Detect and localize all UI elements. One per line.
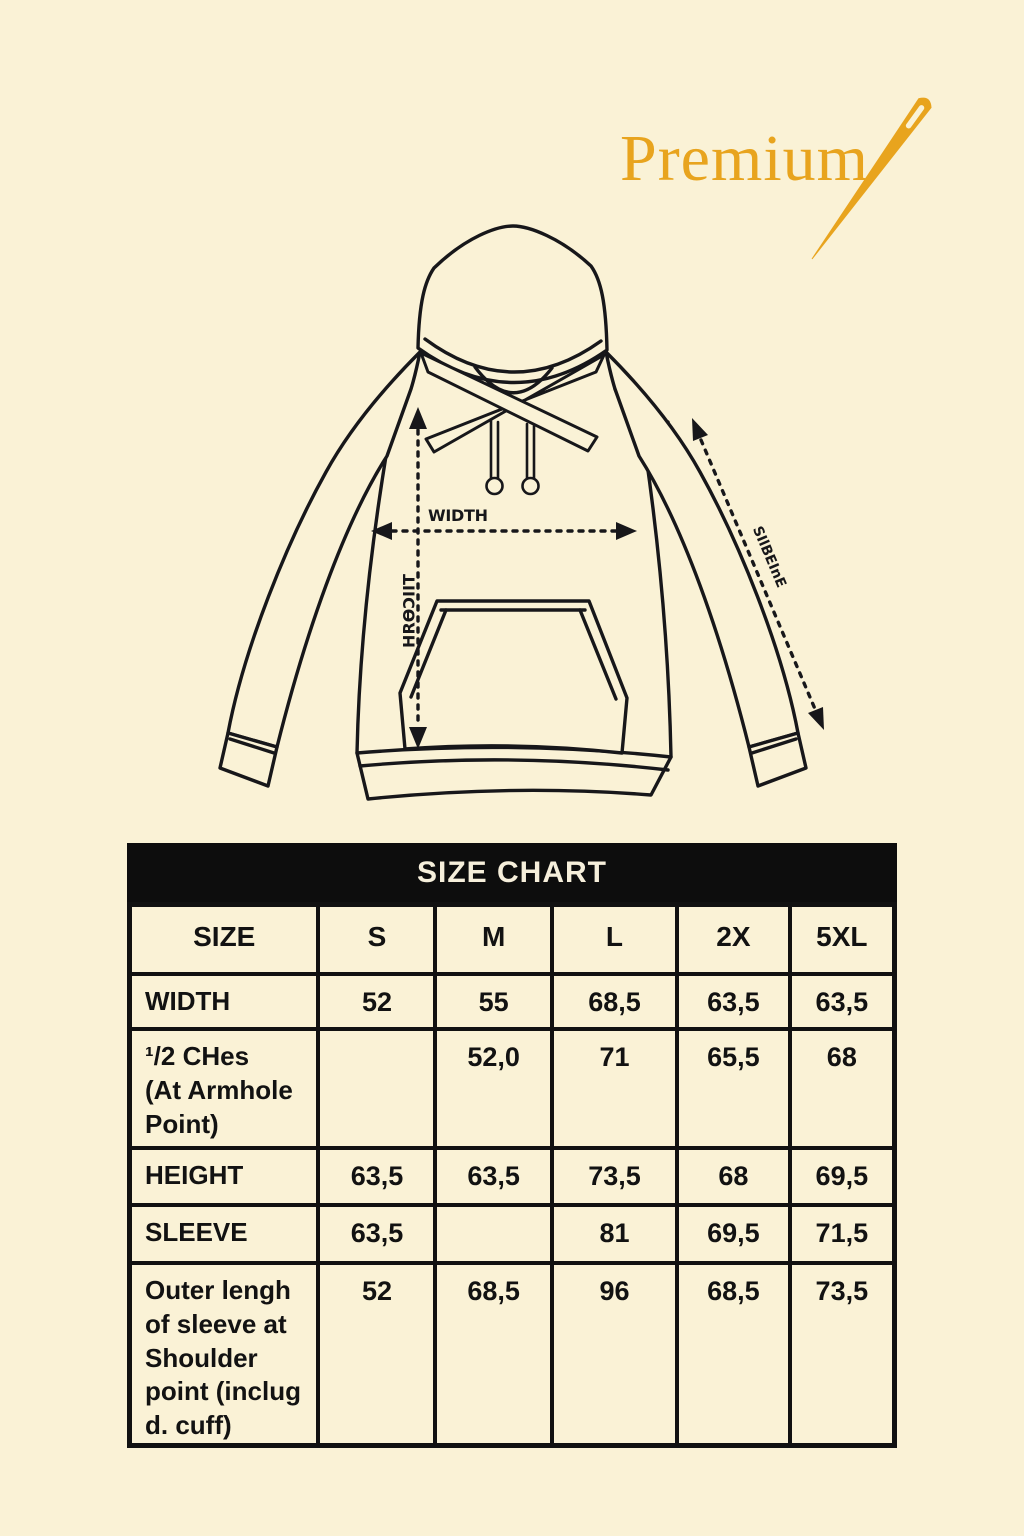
header-cell: S [316, 902, 438, 976]
needle-icon [811, 97, 932, 260]
value-cell: 55 [433, 972, 554, 1031]
table-row: ¹/2 CHes (At Armhole Point) 52,0 71 65,5 68 [127, 1027, 897, 1150]
hoodie-sleeve-right [604, 350, 800, 749]
width-arrow [371, 522, 637, 540]
size-table-header-row: SIZE S M L 2X 5XL [127, 902, 897, 976]
header-cell: M [433, 902, 554, 976]
value-cell: 69,5 [787, 1146, 897, 1207]
height-measure-label: HRƟƆIIT [399, 574, 419, 648]
header-cell: 2X [675, 902, 792, 976]
header-cell: L [549, 902, 680, 976]
value-cell: 52 [316, 1260, 438, 1448]
hoodie-cuff-right [747, 731, 808, 788]
hoodie-sleeve-left [226, 350, 422, 749]
row-label: SLEEVE [127, 1203, 321, 1265]
table-row: WIDTH 52 55 68,5 63,5 63,5 [127, 972, 897, 1031]
width-measure-label: WIDTH [428, 506, 488, 525]
row-label: ¹/2 CHes (At Armhole Point) [127, 1027, 321, 1150]
value-cell: 65,5 [675, 1027, 792, 1150]
size-chart-title: SIZE CHART [127, 843, 897, 902]
header-cell: 5XL [787, 902, 897, 976]
value-cell: 71 [549, 1027, 680, 1150]
size-table-head: SIZE S M L 2X 5XL [127, 902, 897, 976]
table-row: SLEEVE 63,5 81 69,5 71,5 [127, 1203, 897, 1265]
value-cell: 81 [549, 1203, 680, 1265]
size-table-body: WIDTH 52 55 68,5 63,5 63,5 ¹/2 CHes (At Armhol… [127, 972, 897, 1448]
hoodie-drawing [218, 224, 808, 801]
value-cell: 73,5 [549, 1146, 680, 1207]
row-label: Outer lengh of sleeve at Shoulder point … [127, 1260, 321, 1448]
value-cell: 63,5 [433, 1146, 554, 1207]
row-label: HEIGHT [127, 1146, 321, 1207]
value-cell: 63,5 [787, 972, 897, 1031]
value-cell: 68,5 [675, 1260, 792, 1448]
hoodie-hem-band [355, 745, 673, 801]
measurement-arrows [371, 407, 824, 749]
hoodie-drawstrings [485, 418, 540, 496]
value-cell: 68,5 [549, 972, 680, 1031]
value-cell [433, 1203, 554, 1265]
header-cell-size: SIZE [127, 902, 321, 976]
row-label: WIDTH [127, 972, 321, 1031]
value-cell: 71,5 [787, 1203, 897, 1265]
value-cell: 52,0 [433, 1027, 554, 1150]
sleeve-arrow [692, 418, 824, 730]
table-row: Outer lengh of sleeve at Shoulder point … [127, 1260, 897, 1448]
value-cell: 52 [316, 972, 438, 1031]
hoodie-hood [416, 224, 609, 385]
value-cell: 63,5 [316, 1146, 438, 1207]
hoodie-strap-left [419, 351, 599, 453]
brand-logo-text: Premium [620, 122, 869, 195]
size-table: SIZE S M L 2X 5XL WIDTH 52 55 68,5 63,5 63,5 ¹/2 CH… [127, 902, 897, 1448]
value-cell [316, 1027, 438, 1150]
value-cell: 68,5 [433, 1260, 554, 1448]
value-cell: 69,5 [675, 1203, 792, 1265]
value-cell: 96 [549, 1260, 680, 1448]
value-cell: 63,5 [675, 972, 792, 1031]
hoodie-pocket [398, 599, 629, 755]
value-cell: 68 [787, 1027, 897, 1150]
value-cell: 73,5 [787, 1260, 897, 1448]
height-arrow [409, 407, 427, 749]
size-chart: SIZE CHART SIZE S M L 2X 5XL WIDTH 52 55 68,5 63,… [127, 843, 897, 1448]
value-cell: 63,5 [316, 1203, 438, 1265]
hoodie-cuff-left [218, 731, 279, 788]
table-row: HEIGHT 63,5 63,5 73,5 68 69,5 [127, 1146, 897, 1207]
value-cell: 68 [675, 1146, 792, 1207]
